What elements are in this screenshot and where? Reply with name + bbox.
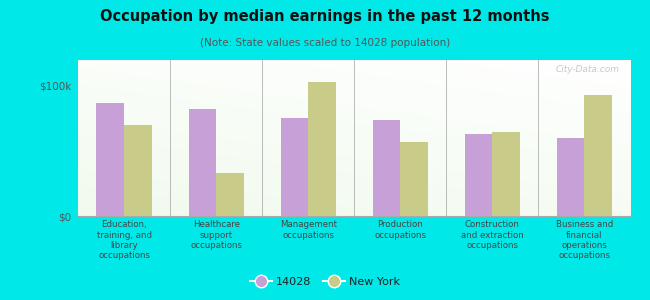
Bar [465, 134, 493, 216]
Text: (Note: State values scaled to 14028 population): (Note: State values scaled to 14028 popu… [200, 38, 450, 47]
Bar [493, 131, 520, 216]
Bar [372, 120, 400, 216]
Legend: 14028, New York: 14028, New York [245, 273, 405, 291]
Bar [557, 138, 584, 216]
Bar [216, 173, 244, 216]
Bar [281, 118, 308, 216]
Bar [308, 82, 336, 216]
Bar [124, 125, 151, 216]
Bar [96, 103, 124, 216]
Bar [188, 110, 216, 216]
Bar [584, 95, 612, 216]
Text: Occupation by median earnings in the past 12 months: Occupation by median earnings in the pas… [100, 9, 550, 24]
Text: City-Data.com: City-Data.com [556, 65, 619, 74]
Bar [400, 142, 428, 216]
